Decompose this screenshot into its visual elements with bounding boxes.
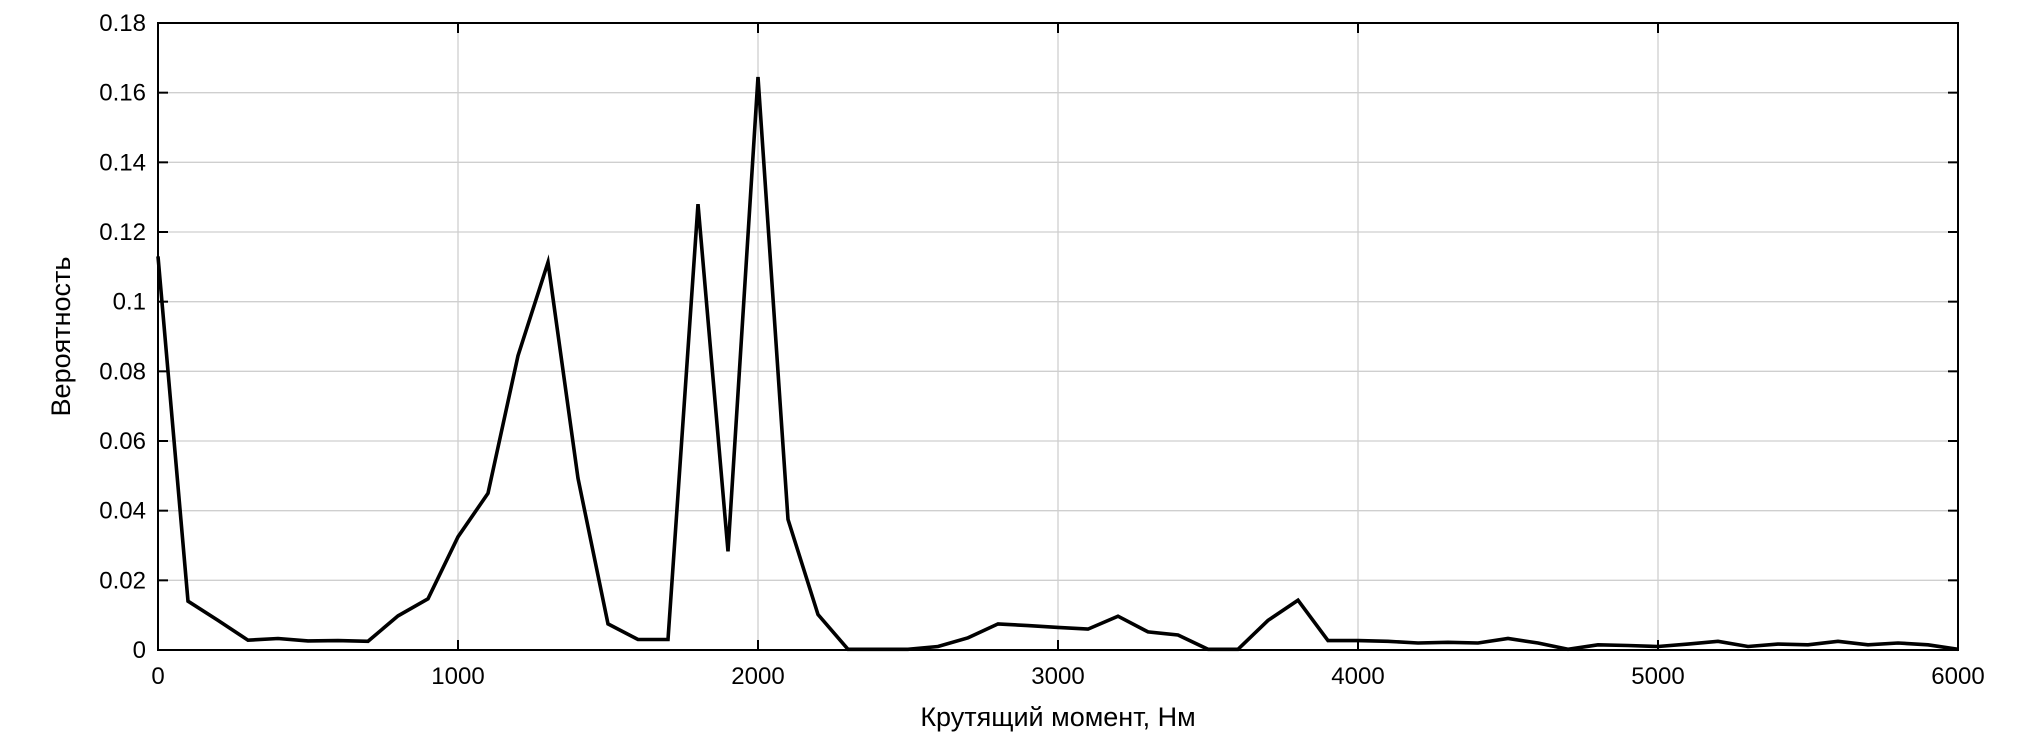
y-tick-labels: 0 0.02 0.04 0.06 0.08 0.1 0.12 0.14 0.16 0.18: [99, 10, 146, 664]
y-tick-label: 0.1: [113, 289, 146, 316]
x-tick-label: 0: [151, 663, 164, 690]
x-tick-labels: 0 1000 2000 3000 4000 5000 6000: [151, 663, 1984, 690]
x-axis-title: Крутящий момент, Нм: [920, 702, 1195, 732]
x-tick-label: 4000: [1331, 663, 1384, 690]
y-tick-label: 0.02: [99, 567, 146, 594]
x-tick-label: 3000: [1031, 663, 1084, 690]
y-tick-label: 0.04: [99, 498, 146, 525]
y-tick-label: 0.12: [99, 219, 146, 246]
y-tick-label: 0.06: [99, 428, 146, 455]
y-tick-label: 0.14: [99, 149, 146, 176]
x-tick-label: 2000: [731, 663, 784, 690]
x-tick-label: 6000: [1931, 663, 1984, 690]
grid: [158, 23, 1958, 650]
y-tick-label: 0.18: [99, 10, 146, 37]
x-tick-label: 1000: [431, 663, 484, 690]
y-tick-label: 0.08: [99, 358, 146, 385]
y-tick-label: 0: [133, 637, 146, 664]
y-tick-label: 0.16: [99, 80, 146, 107]
y-axis-title: Вероятность: [46, 257, 76, 417]
ticks: [157, 22, 1959, 651]
x-tick-label: 5000: [1631, 663, 1684, 690]
